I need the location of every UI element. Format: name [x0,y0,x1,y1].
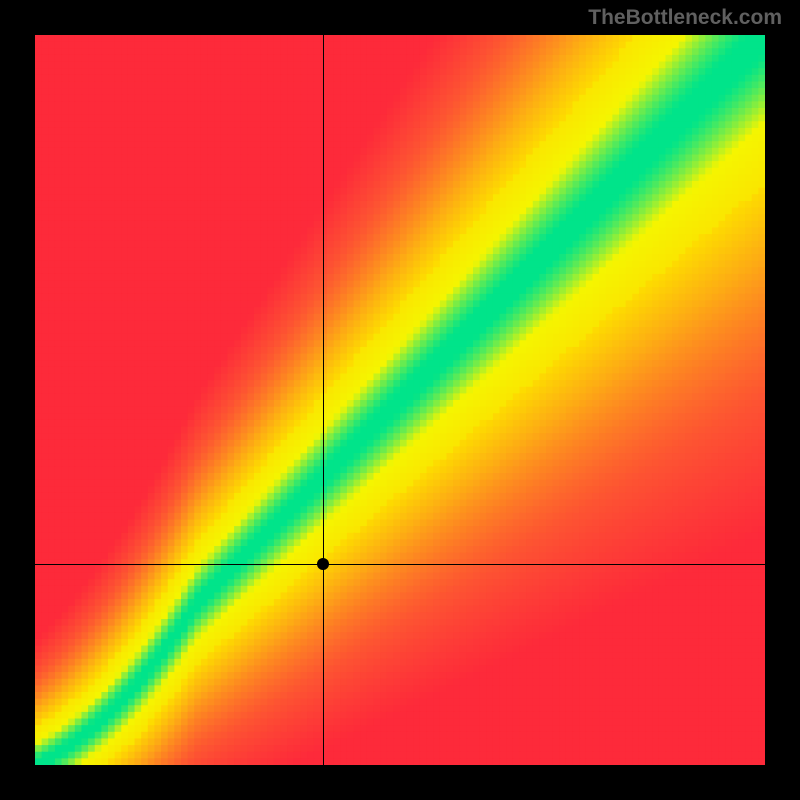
crosshair-vertical [323,35,324,765]
marker-dot [317,558,329,570]
heatmap-canvas [35,35,765,765]
crosshair-horizontal [35,564,765,565]
heatmap-plot [35,35,765,765]
watermark-text: TheBottleneck.com [588,6,782,30]
